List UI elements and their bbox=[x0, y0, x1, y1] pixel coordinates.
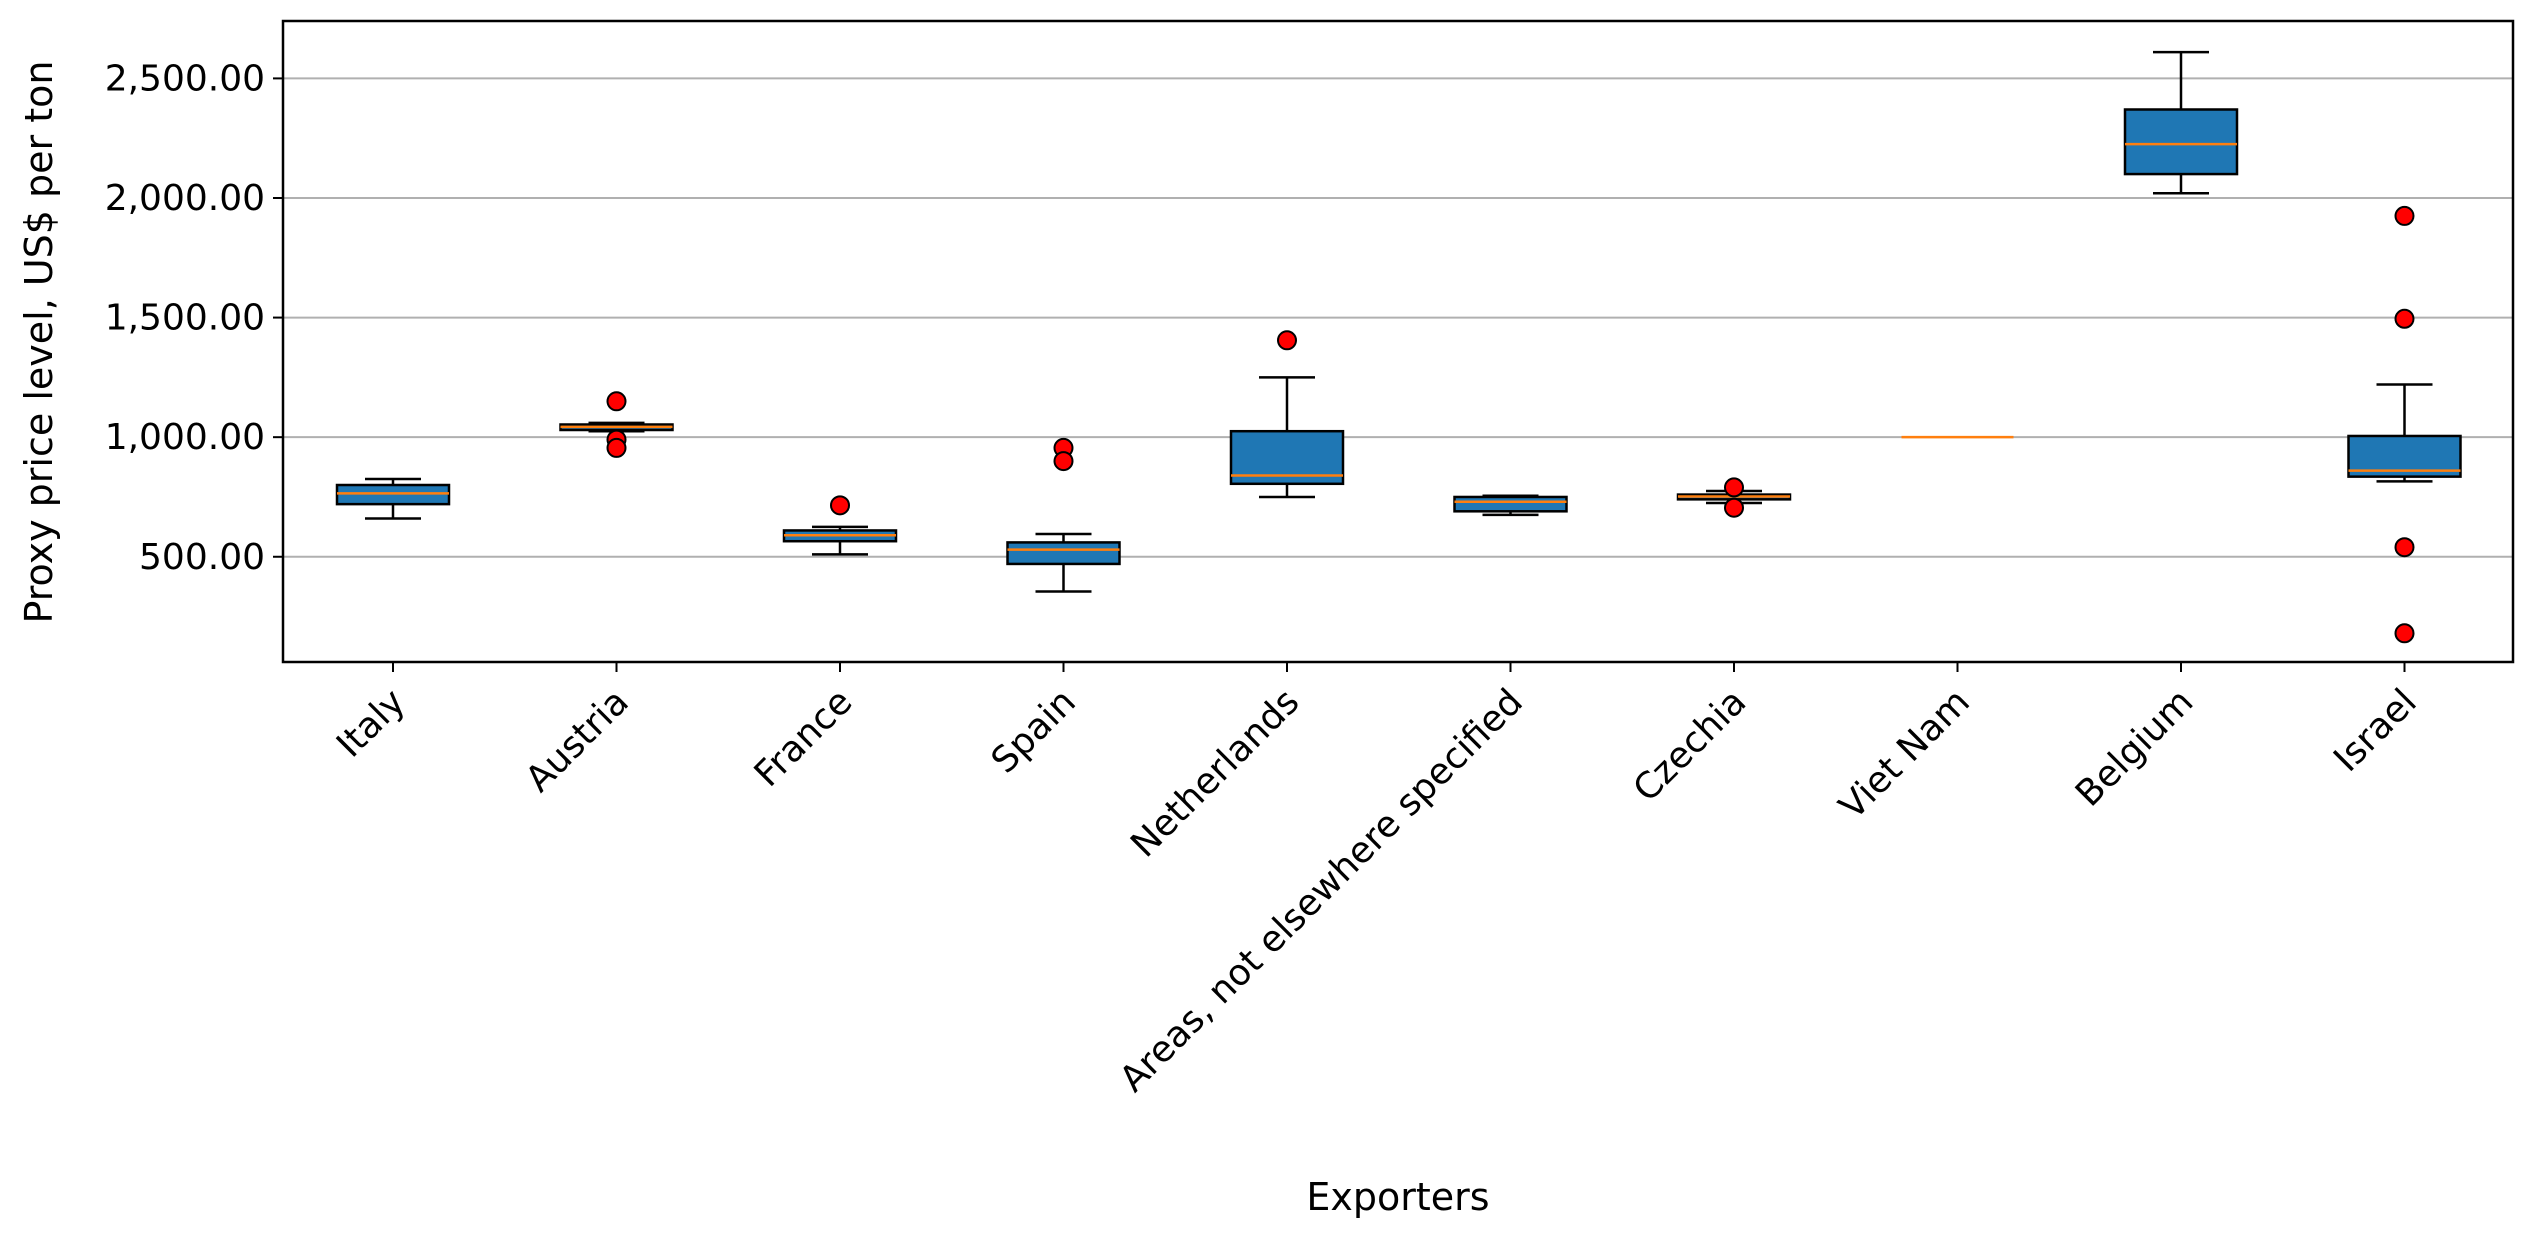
outlier-point bbox=[606, 437, 627, 458]
box-areas-not-elsewhere-specified bbox=[1453, 494, 1568, 517]
x-tick-label: France bbox=[747, 681, 861, 795]
y-axis: 500.00 1,000.00 1,500.00 2,000.00 2,500.00 bbox=[105, 58, 283, 578]
outlier-point bbox=[830, 495, 850, 516]
box-netherlands bbox=[1229, 330, 1345, 499]
y-axis-title: Proxy price level, US$ per ton bbox=[17, 61, 61, 624]
box-iqr bbox=[1453, 495, 1568, 513]
y-tick-label: 500.00 bbox=[139, 537, 265, 578]
box-austria bbox=[559, 391, 674, 458]
y-tick-label: 1,000.00 bbox=[105, 417, 265, 458]
box-iqr bbox=[2123, 108, 2239, 176]
box-spain bbox=[1006, 437, 1121, 593]
y-tick-label: 2,000.00 bbox=[105, 178, 265, 219]
box-czechia bbox=[1676, 477, 1792, 518]
x-axis-title: Exporters bbox=[1306, 1175, 1489, 1219]
boxes-layer bbox=[335, 50, 2462, 644]
x-axis: Italy Austria France Spain NetherlandsAreas,… bbox=[329, 662, 2425, 1100]
outlier-point bbox=[2394, 537, 2415, 558]
outlier-point bbox=[2394, 623, 2415, 644]
box-italy bbox=[335, 477, 451, 520]
outlier-point bbox=[1053, 451, 1074, 472]
grid-layer bbox=[283, 77, 2513, 558]
outlier-point bbox=[1724, 477, 1744, 498]
box-france bbox=[782, 495, 898, 556]
x-tick-label: Italy bbox=[329, 681, 413, 765]
box-iqr bbox=[1006, 541, 1121, 566]
y-tick-label: 2,500.00 bbox=[105, 58, 265, 99]
box-israel bbox=[2347, 205, 2462, 644]
outlier-point bbox=[2394, 308, 2415, 329]
x-tick-label: Israel bbox=[2326, 681, 2425, 780]
outlier-point bbox=[1724, 497, 1744, 518]
y-tick-label: 1,500.00 bbox=[105, 298, 265, 339]
plot-frame bbox=[281, 19, 2515, 664]
x-tick-label: Spain bbox=[984, 681, 1084, 781]
x-tick-label: Viet Nam bbox=[1832, 681, 1978, 827]
outlier-point bbox=[606, 391, 627, 412]
x-tick-label: Austria bbox=[518, 681, 637, 800]
x-tick-label: Netherlands bbox=[1123, 681, 1307, 865]
x-tick-label: Belgium bbox=[2068, 681, 2201, 814]
x-tick-label: Areas, not elsewhere specified bbox=[1112, 681, 1531, 1100]
outlier-point bbox=[2394, 205, 2415, 226]
outlier-point bbox=[1277, 330, 1297, 351]
box-belgium bbox=[2123, 50, 2239, 195]
x-tick-label: Czechia bbox=[1626, 681, 1755, 810]
